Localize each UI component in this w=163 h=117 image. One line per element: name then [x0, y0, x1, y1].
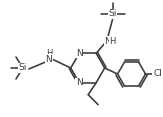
Text: N: N — [76, 49, 83, 58]
Text: H: H — [109, 37, 116, 46]
Text: Cl: Cl — [153, 69, 162, 79]
Text: Si: Si — [108, 9, 117, 18]
Text: H: H — [46, 49, 52, 57]
Text: N: N — [104, 37, 111, 46]
Text: N: N — [45, 55, 52, 64]
Text: N: N — [76, 78, 83, 87]
Text: Si: Si — [19, 64, 27, 73]
